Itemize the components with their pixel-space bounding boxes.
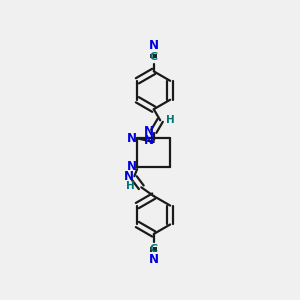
Text: C: C <box>150 52 158 61</box>
Text: N: N <box>127 132 137 145</box>
Text: N: N <box>149 39 159 52</box>
Text: H: H <box>166 115 175 124</box>
Text: N: N <box>149 253 159 266</box>
Text: N: N <box>124 170 134 183</box>
Text: N: N <box>144 125 154 138</box>
Text: N: N <box>144 134 154 147</box>
Text: N: N <box>127 160 137 173</box>
Text: H: H <box>126 181 135 191</box>
Text: C: C <box>150 244 158 254</box>
